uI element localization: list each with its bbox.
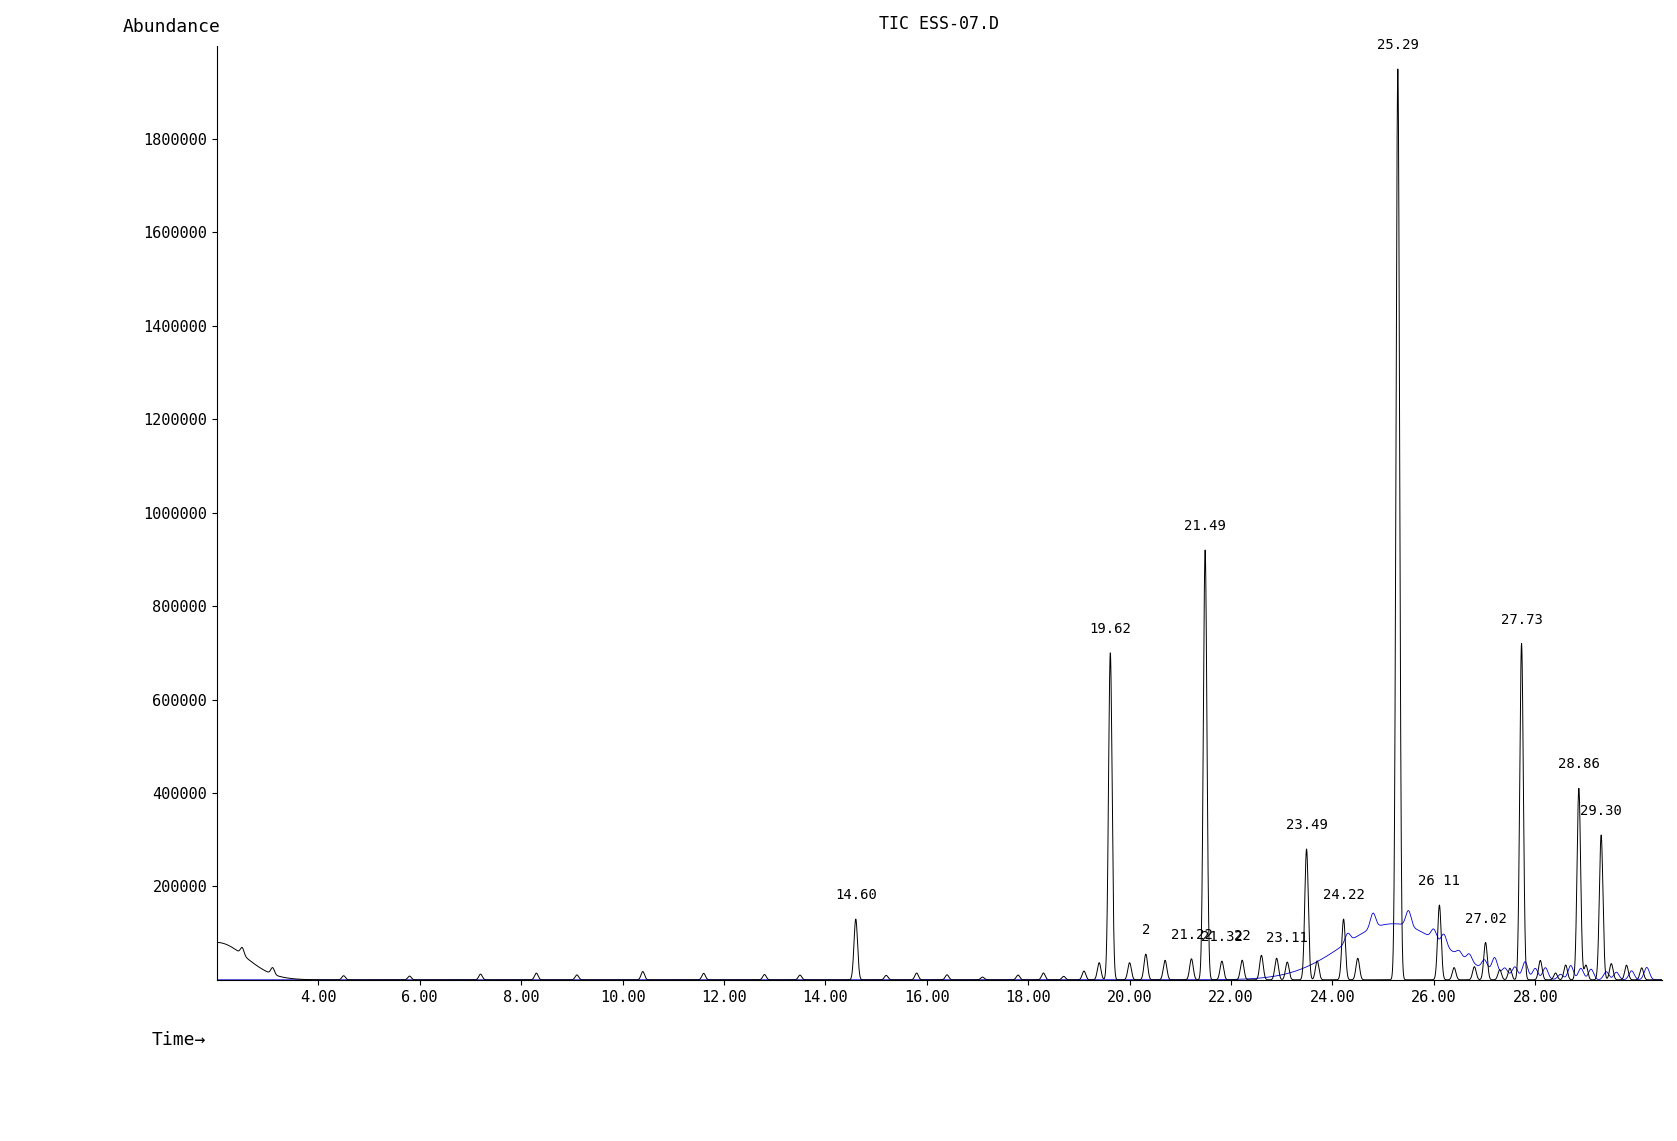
Text: 23.49: 23.49: [1286, 818, 1328, 832]
Text: 27.02: 27.02: [1464, 912, 1506, 925]
Text: 22: 22: [1234, 930, 1251, 944]
Text: 24.22: 24.22: [1323, 889, 1365, 903]
Text: 25.29: 25.29: [1377, 38, 1419, 52]
Text: 2: 2: [1142, 923, 1150, 937]
Text: Abundance: Abundance: [122, 17, 221, 35]
Title: TIC ESS-07.D: TIC ESS-07.D: [879, 15, 999, 33]
Text: 14.60: 14.60: [835, 889, 877, 903]
Text: 29.30: 29.30: [1580, 804, 1622, 818]
Text: 21.22: 21.22: [1171, 928, 1212, 942]
Text: 21.49: 21.49: [1184, 519, 1226, 533]
Text: 26 11: 26 11: [1419, 874, 1461, 888]
Text: 28.86: 28.86: [1558, 758, 1600, 771]
Text: 23.11: 23.11: [1266, 931, 1308, 945]
Text: Time→: Time→: [153, 1031, 206, 1050]
Text: 21.32: 21.32: [1201, 930, 1243, 945]
Text: 19.62: 19.62: [1090, 622, 1132, 636]
Text: 27.73: 27.73: [1501, 613, 1543, 626]
